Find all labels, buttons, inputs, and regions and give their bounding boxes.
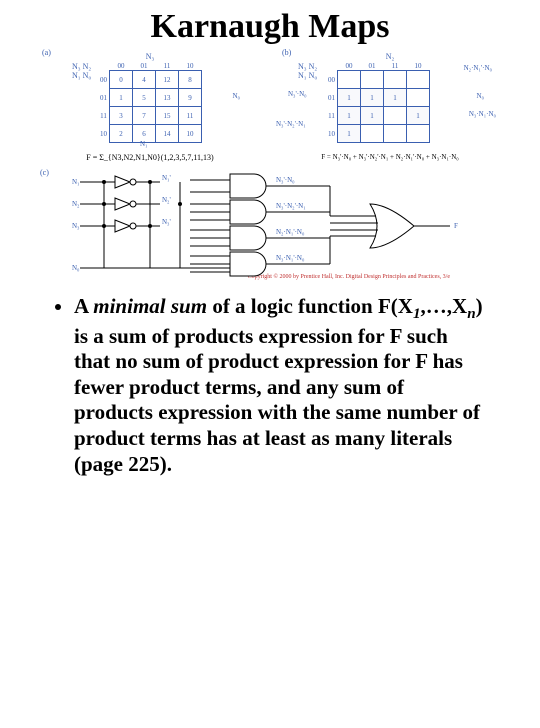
bullet-list: A minimal sum of a logic function F(X1,…… xyxy=(52,294,488,477)
kmap-a-col1: 01 xyxy=(133,62,156,71)
slide: Karnaugh Maps (a) N₃ N₃ N₂ N₁ N₀ 00 01 1… xyxy=(0,8,540,728)
circuit-and-label-2: N₃'·N₂'·N₁ xyxy=(276,202,306,210)
kmap-a-row0: 00 xyxy=(98,71,110,89)
diagram-area: (a) N₃ N₃ N₂ N₁ N₀ 00 01 11 10 00 xyxy=(40,52,500,280)
panel-tag-b: (b) xyxy=(282,48,291,57)
kmap-b-grid: 00 01 11 10 00 01 1 xyxy=(326,62,430,143)
kmap-a-row2: 11 xyxy=(98,107,110,125)
and-gate-2 xyxy=(190,200,330,224)
circuit-svg: N₁ N₂ N₃ N₀ N₁' N₂' N₃' N₃'·N₀ N₃'·N₂'·N… xyxy=(70,168,470,288)
kmap-b-g1: N₂·N₁'·N₀ xyxy=(464,64,492,72)
circuit-in-2: N₂ xyxy=(72,200,80,208)
circuit-panel: (c) xyxy=(70,168,470,288)
kmap-b-g2: N₃'·N₀ xyxy=(288,90,307,98)
kmap-a-col0: 00 xyxy=(110,62,133,71)
circuit-inv-2: N₂' xyxy=(162,196,171,204)
circuit-inv-1: N₁' xyxy=(162,174,171,182)
kmap-a-right-label: N₀ xyxy=(233,92,241,100)
kmap-a-col2: 11 xyxy=(156,62,179,71)
not-gate-2 xyxy=(80,198,160,210)
kmap-b-corner-label: N₃ N₂ N₁ N₀ xyxy=(298,62,317,80)
kmap-a-corner-label: N₃ N₂ N₁ N₀ xyxy=(72,62,91,80)
bullet-item: A minimal sum of a logic function F(X1,…… xyxy=(74,294,488,477)
and-gate-1 xyxy=(190,174,330,198)
kmap-panel-a: (a) N₃ N₃ N₂ N₁ N₀ 00 01 11 10 00 xyxy=(50,52,250,162)
kmap-a-row3: 10 xyxy=(98,125,110,143)
kmap-a-bottom-label: N₁ xyxy=(140,140,148,148)
kmap-a-col3: 10 xyxy=(179,62,202,71)
kmap-a-equation: F = Σ_{N3,N2,N1,N0}(1,2,3,5,7,11,13) xyxy=(50,153,250,162)
kmap-b-g4: N₃·N₁·N₀ xyxy=(469,110,496,118)
circuit-in-4: N₀ xyxy=(72,264,80,272)
kmap-a-top-var: N₃ xyxy=(50,52,250,61)
panel-tag-c: (c) xyxy=(40,168,49,177)
circuit-and-label-3: N₂·N₁'·N₀ xyxy=(276,228,305,236)
kmap-b-equation: F = N₃'·N₀ + N₃'·N₂'·N₁ + N₂·N₁'·N₀ + N₃… xyxy=(290,153,490,161)
circuit-in-3: N₃ xyxy=(72,222,80,230)
kmap-b-top-var: N₂ xyxy=(290,52,490,61)
kmap-b-g5: N₃'·N₂'·N₁ xyxy=(276,120,306,128)
circuit-and-label-1: N₃'·N₀ xyxy=(276,176,295,184)
circuit-inv-3: N₃' xyxy=(162,218,171,226)
circuit-and-label-4: N₃·N₁'·N₀ xyxy=(276,254,305,262)
circuit-in-1: N₁ xyxy=(72,178,80,186)
bullet-block: A minimal sum of a logic function F(X1,…… xyxy=(52,294,488,477)
or-gate xyxy=(330,186,450,264)
panel-tag-a: (a) xyxy=(42,48,51,57)
kmap-row: (a) N₃ N₃ N₂ N₁ N₀ 00 01 11 10 00 xyxy=(40,52,500,162)
circuit-output: F xyxy=(454,222,458,230)
kmap-b-g3: N₀ xyxy=(477,92,485,100)
and-gate-3 xyxy=(190,226,330,250)
kmap-a-row1: 01 xyxy=(98,89,110,107)
and-gate-4 xyxy=(190,252,330,276)
page-title: Karnaugh Maps xyxy=(0,8,540,46)
kmap-a-grid: 00 01 11 10 00 0 4 12 8 01 1 xyxy=(98,62,202,143)
kmap-panel-b: (b) N₂ N₃ N₂ N₁ N₀ 00 01 11 10 00 xyxy=(290,52,490,162)
